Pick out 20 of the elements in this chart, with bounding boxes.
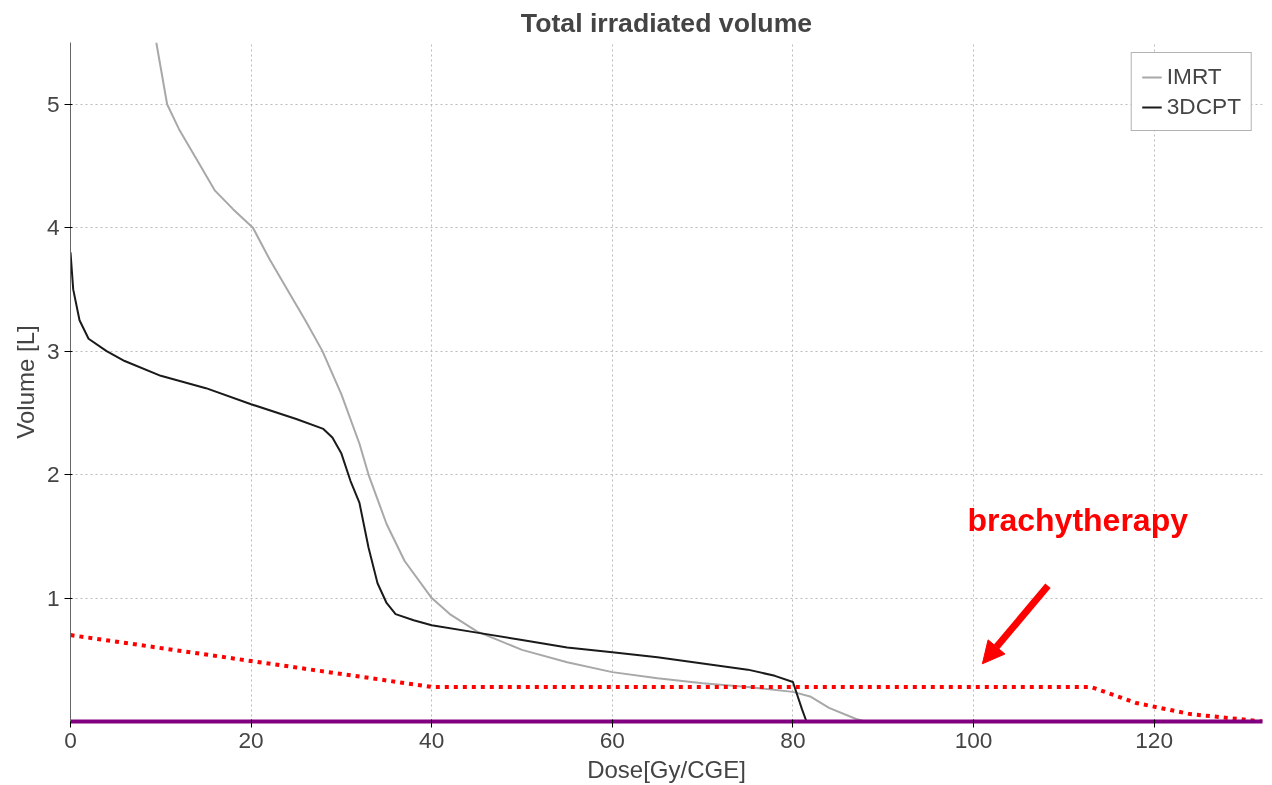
chart-title: Total irradiated volume [520,7,813,38]
legend-label: 3DCPT [1166,93,1241,120]
x-tick-label: 0 [64,726,77,753]
y-tick-label: 5 [46,90,60,117]
line-series [70,633,1263,722]
y-tick-label: 3 [46,337,60,364]
y-tick-label: 1 [46,584,60,611]
y-tick-label: 4 [46,214,60,241]
text: brachytherapy [967,502,1189,539]
x-tick-label: 40 [419,726,445,753]
legend-label: IMRT [1166,63,1222,90]
x-tick-label: 120 [1135,726,1174,753]
x-axis-title: Dose[Gy/CGE] [587,755,746,783]
x-tick-label: 100 [954,726,993,753]
y-axis-title: Volume [L] [11,325,39,439]
y-tick-label: 2 [46,461,60,488]
x-tick-label: 80 [780,726,806,753]
line-series [70,251,808,722]
x-tick-label: 60 [599,726,625,753]
x-tick-label: 20 [238,726,264,753]
